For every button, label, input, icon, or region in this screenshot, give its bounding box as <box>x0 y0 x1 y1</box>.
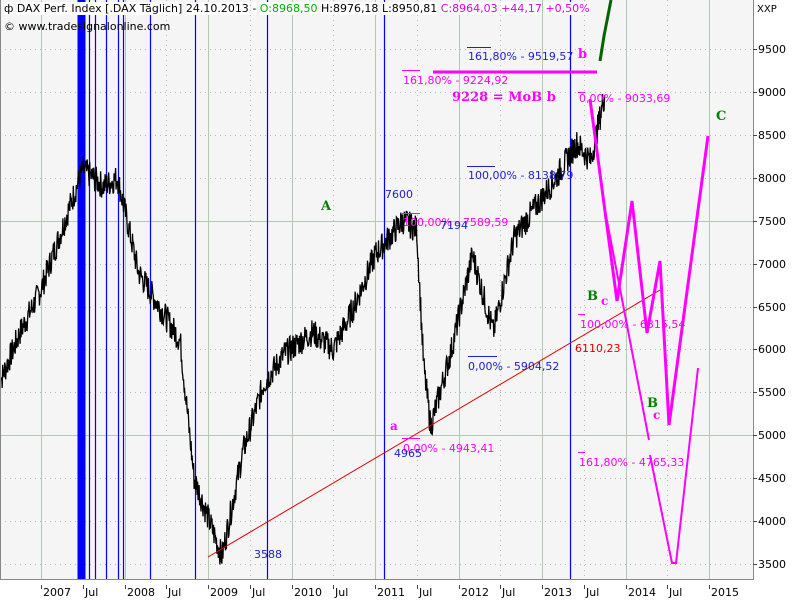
x-tick-label: Jul <box>84 586 98 599</box>
change-value: +44,17 <box>501 2 542 15</box>
annotation-label: 4965 <box>394 447 422 460</box>
low-value: L:8950,81 <box>381 2 438 15</box>
annotation-label: 161,80% - 9519,57 <box>468 50 573 63</box>
x-tick-label: 2009 <box>210 586 238 599</box>
annotation-label: B <box>587 289 598 304</box>
annotation-label: 3588 <box>254 548 282 561</box>
annotation-label: c <box>601 294 608 308</box>
annotation-label: C <box>716 109 726 124</box>
x-axis: 2007 Jul 2008 Jul 2009 Jul 2010 Jul 2011 Jul 2012 J… <box>41 585 739 599</box>
close-value: C:8964,03 <box>440 2 498 15</box>
vertical-markers <box>77 0 572 580</box>
annotation-label: A <box>320 199 332 214</box>
chart-date: 24.10.2013 <box>185 2 249 15</box>
x-tick-label: Jul <box>418 586 432 599</box>
x-tick-label: 2008 <box>127 586 155 599</box>
x-tick-label: Jul <box>668 586 682 599</box>
change-pct-value: +0,50% <box>545 2 590 15</box>
x-tick-label: 2015 <box>711 586 739 599</box>
separator: - <box>252 2 257 15</box>
annotation-label: 161,80% - 4765,33 <box>579 456 684 469</box>
annotation-label: a <box>390 419 398 433</box>
candlestick-icon: ф <box>4 2 14 15</box>
annotation-label: 7194 <box>440 219 468 232</box>
annotation-label: 100,00% - 6315,54 <box>580 318 685 331</box>
annotation-label: 7600 <box>385 188 413 201</box>
annotation-label: 9228 = MoB b <box>452 90 556 105</box>
price-series <box>0 93 606 565</box>
annotation-label: 100,00% - 8138,79 <box>468 169 573 182</box>
y-tick-label: 8000 <box>758 172 786 185</box>
annotation-label: 6110,23 <box>575 342 621 355</box>
x-tick-label: 2014 <box>628 586 656 599</box>
x-tick-label: 2010 <box>294 586 322 599</box>
chart-header: ф DAX Perf. Index [.DAX Täglich] 24.10.2… <box>4 2 590 15</box>
y-tick-label: 8500 <box>758 129 786 142</box>
annotation-label: B <box>647 396 658 411</box>
annotation-labels: 161,80% - 9519,57 161,80% - 9224,92 9228 =… <box>254 47 726 561</box>
y-tick-label: 4000 <box>758 515 786 528</box>
x-tick-label: 2013 <box>544 586 572 599</box>
annotation-label: 0,00% - 4943,41 <box>403 442 494 455</box>
x-tick-label: Jul <box>167 586 181 599</box>
y-axis-unit: XXP <box>757 4 777 15</box>
overlays <box>207 0 710 564</box>
high-value: H:8976,18 <box>320 2 379 15</box>
x-tick-label: 2007 <box>43 586 71 599</box>
open-value: O:8968,50 <box>259 2 318 15</box>
y-tick-label: 7000 <box>758 258 786 271</box>
y-tick-label: 6000 <box>758 343 786 356</box>
annotation-label: 161,80% - 9224,92 <box>403 74 508 87</box>
x-tick-label: 2011 <box>377 586 405 599</box>
y-tick-label: 6500 <box>758 301 786 314</box>
instrument-name: DAX Perf. Index [.DAX Täglich] <box>16 2 183 15</box>
x-tick-label: 2012 <box>461 586 489 599</box>
x-tick-label: Jul <box>251 586 265 599</box>
y-tick-label: 3500 <box>758 558 786 571</box>
grid <box>0 0 753 580</box>
y-tick-label: 9000 <box>758 86 786 99</box>
y-tick-label: 7500 <box>758 215 786 228</box>
y-axis: XXP 9500 9000 8500 8000 7500 7000 6500 6000 5500 5… <box>753 4 786 571</box>
annotation-label: 0,00% - 9033,69 <box>579 92 670 105</box>
x-tick-label: Jul <box>334 586 348 599</box>
y-tick-label: 4500 <box>758 472 786 485</box>
annotation-label: 0,00% - 5904,52 <box>468 360 559 373</box>
copyright-text: © www.tradesignalonline.com <box>4 20 171 33</box>
annotation-label: b <box>578 47 587 62</box>
y-tick-label: 5500 <box>758 386 786 399</box>
annotation-label: c <box>653 408 660 422</box>
annotation-label: 100,00% - 7589,59 <box>403 216 508 229</box>
x-tick-label: Jul <box>585 586 599 599</box>
y-tick-label: 9500 <box>758 43 786 56</box>
y-tick-label: 5000 <box>758 429 786 442</box>
x-tick-label: Jul <box>501 586 515 599</box>
